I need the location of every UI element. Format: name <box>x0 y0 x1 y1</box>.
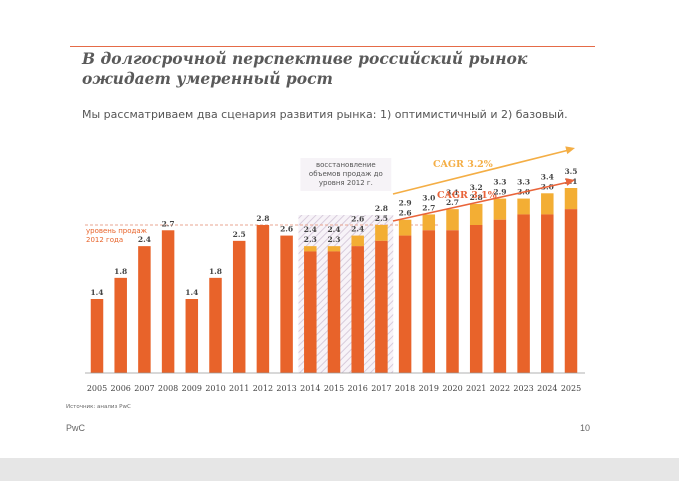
cagr-base-arrow: CAGR 3.1% <box>392 178 575 222</box>
bar-base <box>517 214 530 373</box>
bar-optimistic <box>375 225 388 241</box>
data-label-base: 2.6 <box>399 209 412 218</box>
x-tick-label: 2014 <box>300 384 320 393</box>
recovery-label: восстановление объемов продаж до уровня 20… <box>309 161 383 187</box>
data-label-optimistic: 3.3 <box>493 178 506 187</box>
data-label-base: 2.9 <box>493 188 506 197</box>
bar-base <box>351 246 364 373</box>
x-tick-label: 2010 <box>205 384 225 393</box>
bar-optimistic <box>398 219 412 236</box>
data-label-optimistic: 2.4 <box>327 225 340 234</box>
slide-subtitle: Мы рассматриваем два сценария развития р… <box>82 108 568 121</box>
data-label-base: 2.8 <box>470 193 483 202</box>
footer-brand: PwC <box>66 423 86 433</box>
data-label-base: 2.4 <box>351 225 364 234</box>
bar-base <box>375 240 388 373</box>
x-tick-label: 2011 <box>229 384 249 393</box>
bar-base <box>446 230 459 373</box>
data-label-optimistic: 3.2 <box>470 183 483 192</box>
x-tick-label: 2019 <box>419 384 439 393</box>
bar-base <box>138 246 151 373</box>
data-label-base: 2.5 <box>233 230 246 239</box>
data-label-base: 2.5 <box>375 214 388 223</box>
bar-base <box>161 230 175 373</box>
x-tick-label: 2023 <box>513 384 533 393</box>
x-tick-label: 2013 <box>276 384 296 393</box>
bar-optimistic <box>327 246 341 252</box>
bar-base <box>422 230 436 373</box>
x-tick-label: 2005 <box>87 384 107 393</box>
x-tick-label: 2016 <box>348 384 368 393</box>
data-label-optimistic: 2.4 <box>304 225 317 234</box>
x-tick-label: 2018 <box>395 384 415 393</box>
bar-base <box>185 299 199 373</box>
data-label-base: 2.7 <box>446 198 459 207</box>
bar-base <box>209 277 222 373</box>
scan-border <box>0 458 679 481</box>
x-tick-label: 2017 <box>371 384 391 393</box>
bar-base <box>398 235 412 373</box>
cagr-optimistic-arrow-label: CAGR 3.2% <box>433 159 493 170</box>
data-label-base: 2.3 <box>304 235 317 244</box>
x-tick-label: 2007 <box>134 384 154 393</box>
x-tick-label: 2021 <box>466 384 486 393</box>
data-label-base: 2.3 <box>327 235 340 244</box>
x-tick-label: 2009 <box>182 384 202 393</box>
data-label-base: 2.4 <box>138 235 151 244</box>
x-tick-label: 2022 <box>490 384 510 393</box>
x-tick-label: 2008 <box>158 384 178 393</box>
x-tick-label: 2024 <box>537 384 557 393</box>
data-label-base: 2.7 <box>422 203 435 212</box>
data-label-optimistic: 3.0 <box>422 193 435 202</box>
data-label-optimistic: 2.6 <box>351 215 364 224</box>
data-label-optimistic: 3.1 <box>446 188 459 197</box>
bar-base <box>304 251 317 373</box>
bar-optimistic <box>351 235 364 247</box>
bar-optimistic <box>469 203 483 225</box>
x-tick-label: 2025 <box>561 384 581 393</box>
data-label-base: 1.4 <box>90 288 103 297</box>
cagr-optimistic-arrow: CAGR 3.2% <box>392 146 575 195</box>
data-label-optimistic: 3.4 <box>541 172 554 181</box>
bar-base <box>564 209 578 373</box>
data-label-base: 1.4 <box>185 288 198 297</box>
data-label-optimistic: 3.3 <box>517 178 530 187</box>
bar-base <box>280 235 293 373</box>
cagr-base-arrow-label: CAGR 3.1% <box>437 190 497 201</box>
x-tick-label: 2015 <box>324 384 344 393</box>
bar-optimistic <box>422 214 436 231</box>
data-label-optimistic: 3.5 <box>564 167 577 176</box>
data-label-base: 2.6 <box>280 225 293 234</box>
bar-base <box>256 225 270 373</box>
bar-optimistic <box>304 246 317 252</box>
source-note: Источник: анализ PwC <box>66 404 131 410</box>
data-label-base: 1.8 <box>209 267 222 276</box>
data-label-base: 1.8 <box>114 267 127 276</box>
bar-optimistic <box>541 193 554 215</box>
data-label-base: 2.8 <box>256 214 269 223</box>
bar-base <box>90 299 104 373</box>
page-number: 10 <box>580 423 591 433</box>
bar-optimistic <box>517 198 530 215</box>
bar-optimistic <box>564 188 578 210</box>
bar-base <box>469 225 483 373</box>
bar-optimistic <box>446 209 459 231</box>
x-tick-label: 2012 <box>253 384 273 393</box>
slide-title: В долгосрочной перспективе российский ры… <box>82 49 528 88</box>
data-label-optimistic: 2.8 <box>375 204 388 213</box>
bar-optimistic <box>493 198 507 220</box>
bar-base <box>232 240 246 373</box>
bar-base <box>541 214 554 373</box>
level-2012-label: уровень продаж 2012 года <box>86 227 148 244</box>
recovery-label-box: восстановление объемов продаж до уровня 20… <box>300 158 392 191</box>
bar-base <box>327 251 341 373</box>
bar-base <box>114 277 127 373</box>
x-tick-label: 2006 <box>111 384 131 393</box>
data-label-base: 2.7 <box>162 219 175 228</box>
x-tick-label: 2020 <box>442 384 462 393</box>
data-label-optimistic: 2.9 <box>399 199 412 208</box>
bar-base <box>493 219 507 373</box>
title-rule <box>70 46 595 47</box>
